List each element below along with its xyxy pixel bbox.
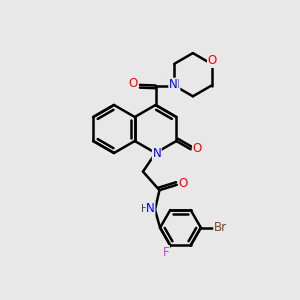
Text: N: N bbox=[169, 78, 178, 92]
Text: N: N bbox=[152, 147, 161, 160]
Text: O: O bbox=[129, 77, 138, 90]
Text: F: F bbox=[163, 246, 169, 259]
Text: N: N bbox=[171, 78, 180, 92]
Text: O: O bbox=[193, 142, 202, 155]
Text: N: N bbox=[146, 202, 155, 215]
Text: Br: Br bbox=[214, 221, 227, 234]
Text: H: H bbox=[141, 204, 148, 214]
Text: O: O bbox=[179, 177, 188, 190]
Text: O: O bbox=[208, 54, 217, 68]
